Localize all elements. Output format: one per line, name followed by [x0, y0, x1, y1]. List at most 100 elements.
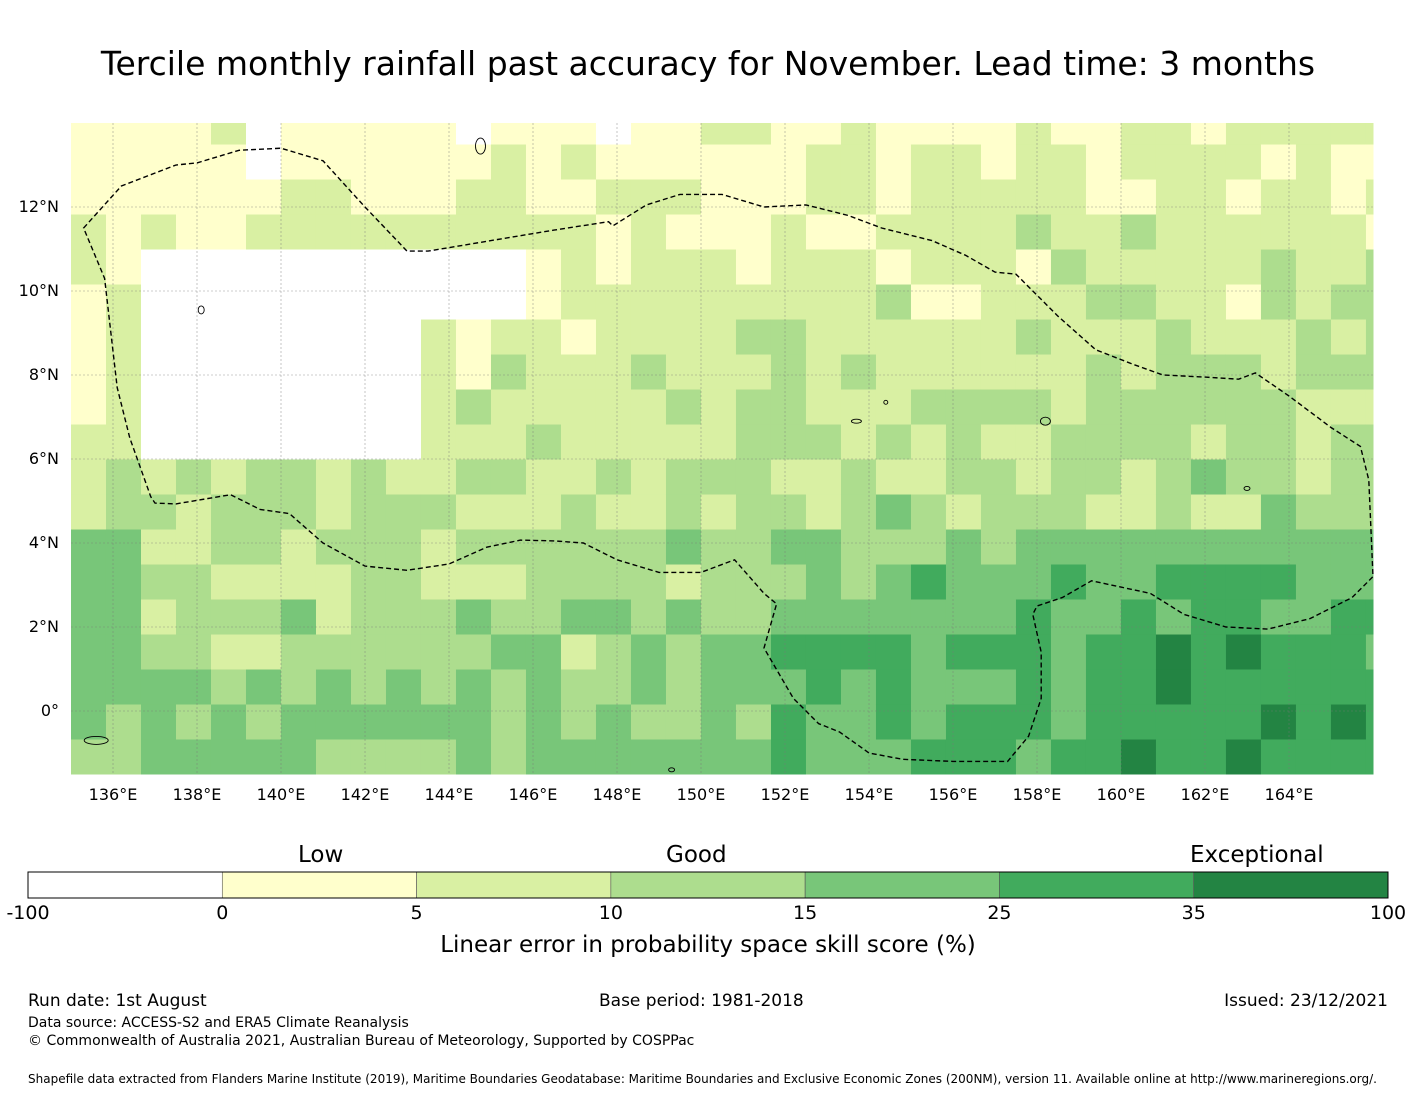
grid-cell [1190, 179, 1227, 215]
grid-cell [980, 389, 1017, 425]
island-outline [1039, 416, 1051, 426]
grid-cell [840, 354, 877, 390]
grid-cell [1365, 214, 1374, 250]
grid-cell [770, 564, 807, 600]
grid-cell [490, 529, 527, 565]
grid-cell [945, 424, 982, 460]
map-title: Tercile monthly rainfall past accuracy f… [100, 44, 1316, 83]
grid-cell [1225, 564, 1262, 600]
longitude-tick-label: 142°E [340, 785, 390, 804]
grid-cell [700, 424, 737, 460]
grid-cell [735, 529, 772, 565]
grid-cell [385, 599, 422, 635]
grid-cell [385, 389, 422, 425]
grid-cell [350, 354, 387, 390]
grid-cell [1015, 354, 1052, 390]
grid-cell [1260, 249, 1297, 285]
grid-cell [1295, 144, 1332, 180]
grid-cell [175, 319, 212, 355]
grid-cell [1155, 144, 1192, 180]
grid-cell [420, 459, 457, 495]
grid-cell [1155, 564, 1192, 600]
island-outline [668, 767, 676, 773]
grid-cell [1330, 354, 1367, 390]
grid-cell [1120, 669, 1157, 705]
grid-cell [735, 249, 772, 285]
grid-cell [595, 494, 632, 530]
grid-cell [140, 144, 177, 180]
grid-cell [1120, 459, 1157, 495]
grid-cell [1260, 389, 1297, 425]
grid-cell [910, 459, 947, 495]
grid-cell [1365, 634, 1374, 670]
grid-cell [140, 284, 177, 320]
grid-cell [315, 424, 352, 460]
grid-cell [105, 249, 142, 285]
grid-cell [1365, 739, 1374, 775]
grid-cell [1155, 319, 1192, 355]
grid-cell [1120, 319, 1157, 355]
grid-cell [805, 354, 842, 390]
grid-cell [805, 144, 842, 180]
grid-cell [560, 634, 597, 670]
grid-cell [105, 634, 142, 670]
grid-cell [1085, 564, 1122, 600]
grid-cell [455, 669, 492, 705]
grid-cell [560, 214, 597, 250]
grid-cell [105, 214, 142, 250]
grid-cell [210, 389, 247, 425]
grid-cell [945, 249, 982, 285]
grid-cell [350, 564, 387, 600]
grid-cell [1190, 599, 1227, 635]
grid-cell [280, 599, 317, 635]
grid-cell [385, 634, 422, 670]
grid-cell [770, 599, 807, 635]
grid-cell [1015, 389, 1052, 425]
grid-cell [490, 424, 527, 460]
grid-cell [1015, 459, 1052, 495]
grid-cell [525, 354, 562, 390]
grid-cell [420, 123, 457, 145]
grid-cell [455, 214, 492, 250]
grid-cell [770, 459, 807, 495]
grid-cell [700, 669, 737, 705]
grid-cell [1260, 494, 1297, 530]
grid-cell [1120, 529, 1157, 565]
grid-cell [490, 704, 527, 740]
grid-cell [1120, 424, 1157, 460]
grid-cell [1120, 249, 1157, 285]
grid-cell [945, 564, 982, 600]
grid-cell [525, 494, 562, 530]
grid-cell [1120, 354, 1157, 390]
grid-cell [71, 459, 107, 495]
grid-cell [910, 634, 947, 670]
grid-cell [1015, 214, 1052, 250]
grid-cell [945, 529, 982, 565]
grid-cell [1295, 179, 1332, 215]
grid-cell [840, 599, 877, 635]
grid-cell [1260, 214, 1297, 250]
colorbar-swatch [804, 871, 1000, 899]
grid-cell [980, 669, 1017, 705]
grid-cell [1190, 144, 1227, 180]
grid-cell [805, 389, 842, 425]
grid-cell [840, 179, 877, 215]
grid-cell [350, 214, 387, 250]
grid-cell [1225, 144, 1262, 180]
grid-cell [945, 459, 982, 495]
grid-cell [910, 739, 947, 775]
grid-cell [665, 739, 702, 775]
grid-cell [1225, 354, 1262, 390]
grid-cell [315, 494, 352, 530]
grid-cell [665, 564, 702, 600]
grid-cell [71, 214, 107, 250]
grid-cell [840, 459, 877, 495]
grid-cell [1190, 249, 1227, 285]
grid-cell [245, 634, 282, 670]
grid-cell [1365, 179, 1374, 215]
grid-cell [315, 144, 352, 180]
grid-cell [1225, 249, 1262, 285]
grid-cell [665, 249, 702, 285]
grid-cell [245, 389, 282, 425]
grid-cell [1085, 179, 1122, 215]
